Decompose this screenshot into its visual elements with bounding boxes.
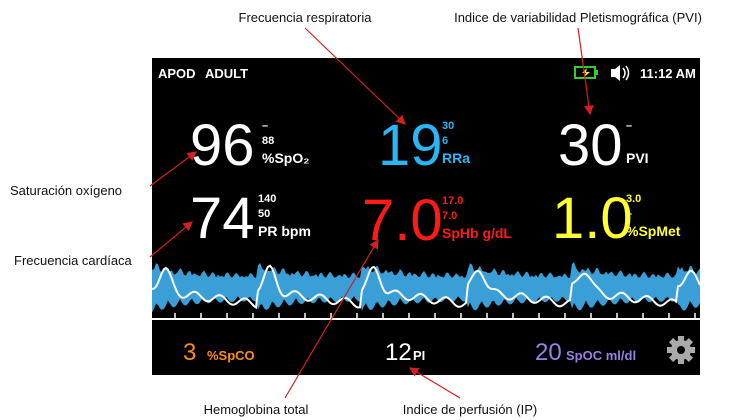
parameter-label: PVI [626, 150, 649, 166]
parameter-value: 30 [558, 113, 623, 178]
parameter-label: PI [413, 348, 425, 363]
parameter-label: SpOC ml/dl [566, 348, 636, 363]
parameter-value: 74 [190, 186, 255, 251]
annotation: Saturación oxígeno [10, 183, 122, 198]
mode: APOD [158, 66, 196, 81]
alarm-high: 30 [442, 120, 454, 132]
parameter-label: %SpO₂ [262, 150, 309, 166]
alarm-low: 88 [262, 135, 274, 147]
annotated-screenshot: APOD ADULT 11:12 AM 96–88%SpO₂19306RRa30… [0, 0, 731, 420]
alarm-low: 6 [442, 135, 448, 147]
alarm-high: 17.0 [442, 195, 463, 207]
parameter-value: 20 [535, 339, 562, 366]
annotation: Frecuencia cardíaca [14, 253, 133, 268]
parameter-value: 1.0 [552, 186, 633, 251]
alarm-high: 3.0 [626, 193, 641, 205]
parameter-label: %SpCO [207, 348, 255, 363]
parameter-value: 12 [385, 339, 412, 366]
alarm-high: – [262, 120, 268, 132]
alarm-high: 140 [258, 193, 276, 205]
parameter-label: RRa [442, 150, 470, 166]
annotation: Frecuencia respiratoria [239, 10, 373, 25]
annotation: Hemoglobina total [204, 402, 309, 417]
annotation: Indice de variabilidad Pletismográfica (… [454, 10, 702, 25]
time: 11:12 AM [640, 66, 696, 81]
annotation: Indice de perfusión (IP) [403, 402, 537, 417]
parameter-label: %SpMet [626, 223, 681, 239]
parameter-label: SpHb g/dL [442, 225, 512, 241]
parameter-value: 96 [190, 113, 255, 178]
parameter-value: 19 [378, 113, 443, 178]
alarm-low: – [626, 208, 632, 220]
settings-icon[interactable] [667, 336, 695, 364]
parameter-value: 7.0 [362, 188, 443, 253]
time-ticks [175, 313, 695, 319]
parameter-value: 3 [183, 339, 196, 366]
alarm-high: – [626, 120, 632, 132]
alarm-low: 7.0 [442, 210, 457, 222]
alarm-low: 50 [258, 208, 270, 220]
parameter-label: PR bpm [258, 223, 311, 239]
patient: ADULT [205, 66, 248, 81]
